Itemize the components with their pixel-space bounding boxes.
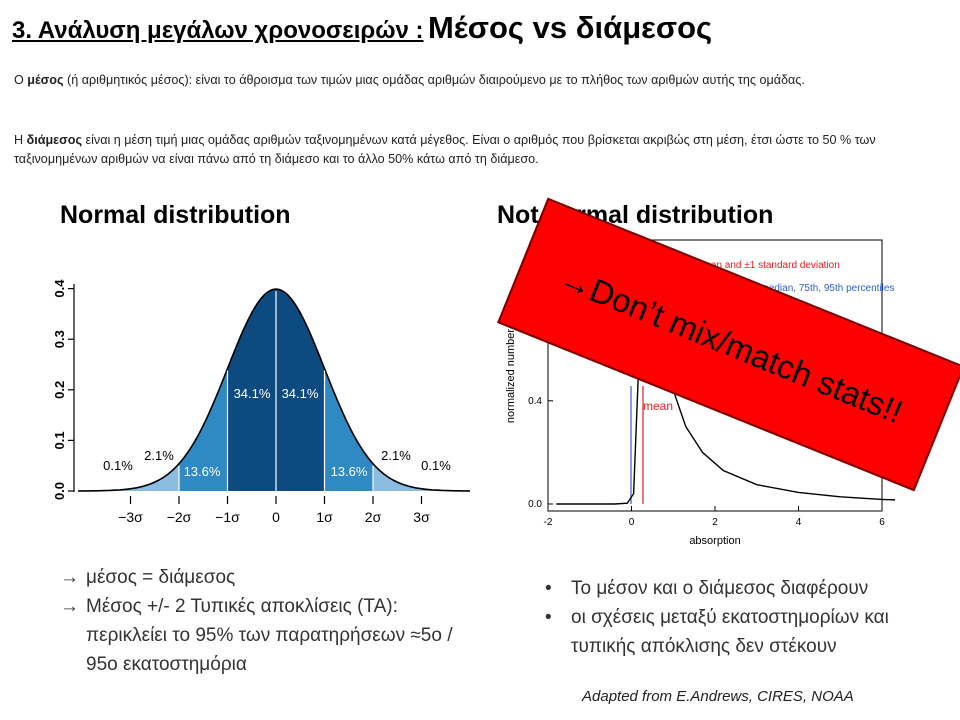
legend-mean-text: Mean and ±1 standard deviation (697, 260, 840, 271)
right-bullet-list: • Το μέσον και ο διάμεσος διαφέρουν • οι σ… (545, 574, 945, 661)
x-tick-label: −1σ (215, 509, 240, 525)
bell-fill-group (78, 289, 470, 491)
mean-def-term: μέσος (27, 73, 64, 87)
right-bullet-text: οι σχέσεις μεταξύ εκατοστημορίων και τυπ… (571, 607, 889, 657)
bullet-dot-icon: • (545, 578, 552, 599)
x-tick-label: 3σ (413, 509, 430, 525)
x-tick-label: −2σ (167, 509, 192, 525)
absorption-x-tick-label: 2 (712, 517, 718, 528)
left-bullet-item: → Μέσος +/- 2 Τυπικές αποκλίσεις (ΤΑ): πε… (60, 592, 480, 679)
absorption-y-tick-label: 0.4 (528, 396, 542, 407)
bell-curve (77, 288, 470, 492)
absorption-y-tick-label: 0.0 (528, 499, 542, 510)
pct-label-center-left: 34.1% (234, 386, 271, 401)
x-tick-label: 0 (272, 509, 280, 525)
mean-annotation: mean (643, 399, 673, 413)
legend-percentile-text: 5th, 25th, median, 75th, 95th percentile… (716, 283, 894, 294)
y-axis-ticks: 0.0 0.1 0.2 0.3 0.4 (52, 279, 74, 500)
absorption-x-ticks: -202468 (544, 506, 885, 528)
absorption-x-tick-label: 4 (796, 517, 802, 528)
median-def-prefix: Η (14, 133, 27, 147)
pct-label-center-right: 34.1% (282, 386, 319, 401)
mean-def-prefix: Ο (14, 73, 28, 87)
absorption-x-tick-label: 6 (879, 517, 885, 528)
pct-label-2sd-left: 2.1% (144, 448, 174, 463)
left-bullet-item: → μέσος = διάμεσος (60, 563, 480, 592)
y-tick-label: 0.3 (52, 330, 67, 348)
slide-title: 3. Ανάλυση μεγάλων χρονοσειρών : Μέσος v… (12, 10, 712, 46)
bullet-dot-icon: • (545, 607, 552, 628)
pct-label-2sd-right: 2.1% (381, 448, 411, 463)
y-tick-label: 0.4 (52, 279, 67, 298)
mean-def-text: (ή αριθμητικός μέσος): είναι το άθροισμα… (63, 73, 805, 87)
x-tick-label: 2σ (365, 509, 382, 525)
y-tick-label: 0.1 (52, 431, 67, 449)
band-mid-right (324, 289, 373, 491)
right-bullet-text: Το μέσον και ο διάμεσος διαφέρουν (571, 578, 869, 599)
normal-distribution-chart: 0.0 0.1 0.2 0.3 0.4 −3σ −2σ −1σ 0 1σ 2σ 3σ 0.1% 2.… (52, 279, 470, 525)
title-part2: Μέσος vs διάμεσος (427, 10, 713, 45)
left-bullet-text: Μέσος +/- 2 Τυπικές αποκλίσεις (ΤΑ): περ… (86, 596, 453, 675)
left-bullet-list: → μέσος = διάμεσος → Μέσος +/- 2 Τυπικές α… (60, 563, 480, 679)
pct-label-1sd-2sd-left: 13.6% (184, 464, 221, 479)
pct-label-outer-left: 0.1% (103, 458, 133, 473)
absorption-x-tick-label: 0 (629, 517, 635, 528)
right-bullet-item: • Το μέσον και ο διάμεσος διαφέρουν (545, 574, 945, 603)
absorption-y-label: normalized number (505, 329, 517, 423)
y-tick-label: 0.2 (52, 381, 67, 399)
absorption-x-tick-label: -2 (544, 517, 553, 528)
y-tick-label: 0.0 (52, 482, 67, 500)
x-tick-label: 1σ (316, 509, 333, 525)
right-bullet-item: • οι σχέσεις μεταξύ εκατοστημορίων και τυ… (545, 603, 945, 661)
median-def-term: διάμεσος (26, 133, 83, 147)
title-part1: 3. Ανάλυση μεγάλων χρονοσειρών : (12, 17, 424, 44)
arrow-icon: → (60, 567, 79, 588)
x-tick-label: −3σ (118, 509, 143, 525)
median-definition: Η διάμεσος είναι η μέση τιμή μιας ομάδας… (14, 131, 944, 169)
source-credit: Adapted from E.Andrews, CIRES, NOAA (582, 688, 854, 705)
arrow-icon: → (60, 596, 79, 617)
mean-definition: Ο μέσος (ή αριθμητικός μέσος): είναι το … (14, 71, 944, 90)
absorption-x-label: absorption (689, 535, 740, 547)
sigma-divider-lines (178, 291, 374, 491)
band-mid-left (179, 289, 228, 491)
left-bullet-text: μέσος = διάμεσος (86, 567, 236, 588)
x-axis-ticks: −3σ −2σ −1σ 0 1σ 2σ 3σ (118, 496, 430, 525)
median-def-text: είναι η μέση τιμή μιας ομάδας αριθμών τα… (14, 133, 876, 166)
heading-normal: Normal distribution (60, 201, 291, 229)
pct-label-outer-right: 0.1% (421, 458, 451, 473)
pct-label-1sd-2sd-right: 13.6% (331, 464, 368, 479)
